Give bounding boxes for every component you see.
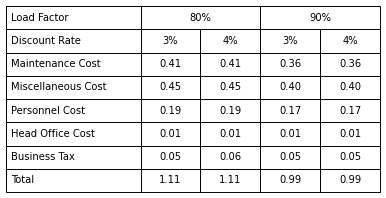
- Text: 0.05: 0.05: [339, 152, 361, 162]
- Text: 3%: 3%: [163, 36, 178, 46]
- Text: 0.01: 0.01: [339, 129, 361, 139]
- Bar: [260, 52, 320, 76]
- Text: Load Factor: Load Factor: [11, 13, 68, 23]
- Text: Head Office Cost: Head Office Cost: [11, 129, 95, 139]
- Bar: [6, 122, 141, 146]
- Bar: [260, 6, 380, 29]
- Bar: [200, 122, 260, 146]
- Text: 0.17: 0.17: [279, 106, 301, 116]
- Text: Discount Rate: Discount Rate: [11, 36, 81, 46]
- Text: 0.36: 0.36: [339, 59, 361, 69]
- Bar: [141, 146, 200, 169]
- Bar: [260, 29, 320, 52]
- Text: 0.05: 0.05: [279, 152, 301, 162]
- Text: Miscellaneous Cost: Miscellaneous Cost: [11, 82, 107, 92]
- Text: 0.99: 0.99: [279, 175, 301, 185]
- Text: 1.11: 1.11: [159, 175, 182, 185]
- Bar: [200, 29, 260, 52]
- Bar: [6, 146, 141, 169]
- Bar: [6, 76, 141, 99]
- Text: 0.01: 0.01: [219, 129, 242, 139]
- Text: 0.01: 0.01: [159, 129, 182, 139]
- Text: Total: Total: [11, 175, 34, 185]
- Text: 4%: 4%: [223, 36, 238, 46]
- Text: 0.19: 0.19: [159, 106, 182, 116]
- Text: 0.99: 0.99: [339, 175, 361, 185]
- Bar: [320, 169, 380, 192]
- Text: 1.11: 1.11: [219, 175, 242, 185]
- Text: 0.40: 0.40: [339, 82, 361, 92]
- Text: 0.17: 0.17: [339, 106, 361, 116]
- Bar: [260, 76, 320, 99]
- Bar: [200, 99, 260, 122]
- Bar: [200, 52, 260, 76]
- Text: 90%: 90%: [309, 13, 331, 23]
- Text: Personnel Cost: Personnel Cost: [11, 106, 85, 116]
- Text: 0.06: 0.06: [219, 152, 242, 162]
- Bar: [320, 122, 380, 146]
- Text: Business Tax: Business Tax: [11, 152, 75, 162]
- Text: 0.41: 0.41: [159, 59, 182, 69]
- Text: 0.05: 0.05: [159, 152, 182, 162]
- Text: Maintenance Cost: Maintenance Cost: [11, 59, 101, 69]
- Bar: [200, 76, 260, 99]
- Bar: [141, 169, 200, 192]
- Text: 80%: 80%: [190, 13, 212, 23]
- Bar: [141, 52, 200, 76]
- Bar: [260, 169, 320, 192]
- Bar: [200, 146, 260, 169]
- Text: 0.45: 0.45: [219, 82, 242, 92]
- Bar: [141, 29, 200, 52]
- Text: 4%: 4%: [342, 36, 358, 46]
- Text: 0.40: 0.40: [279, 82, 301, 92]
- Text: 0.01: 0.01: [279, 129, 301, 139]
- Bar: [320, 52, 380, 76]
- Bar: [141, 76, 200, 99]
- Bar: [320, 29, 380, 52]
- Text: 0.19: 0.19: [219, 106, 242, 116]
- Bar: [320, 76, 380, 99]
- Bar: [200, 169, 260, 192]
- Bar: [141, 6, 260, 29]
- Bar: [260, 122, 320, 146]
- Bar: [141, 122, 200, 146]
- Bar: [320, 146, 380, 169]
- Bar: [6, 6, 141, 29]
- Text: 0.41: 0.41: [219, 59, 242, 69]
- Bar: [260, 99, 320, 122]
- Bar: [141, 99, 200, 122]
- Bar: [260, 146, 320, 169]
- Bar: [320, 99, 380, 122]
- Text: 0.45: 0.45: [159, 82, 182, 92]
- Text: 0.36: 0.36: [279, 59, 301, 69]
- Bar: [6, 169, 141, 192]
- Text: 3%: 3%: [283, 36, 298, 46]
- Bar: [6, 99, 141, 122]
- Bar: [6, 29, 141, 52]
- Bar: [6, 52, 141, 76]
